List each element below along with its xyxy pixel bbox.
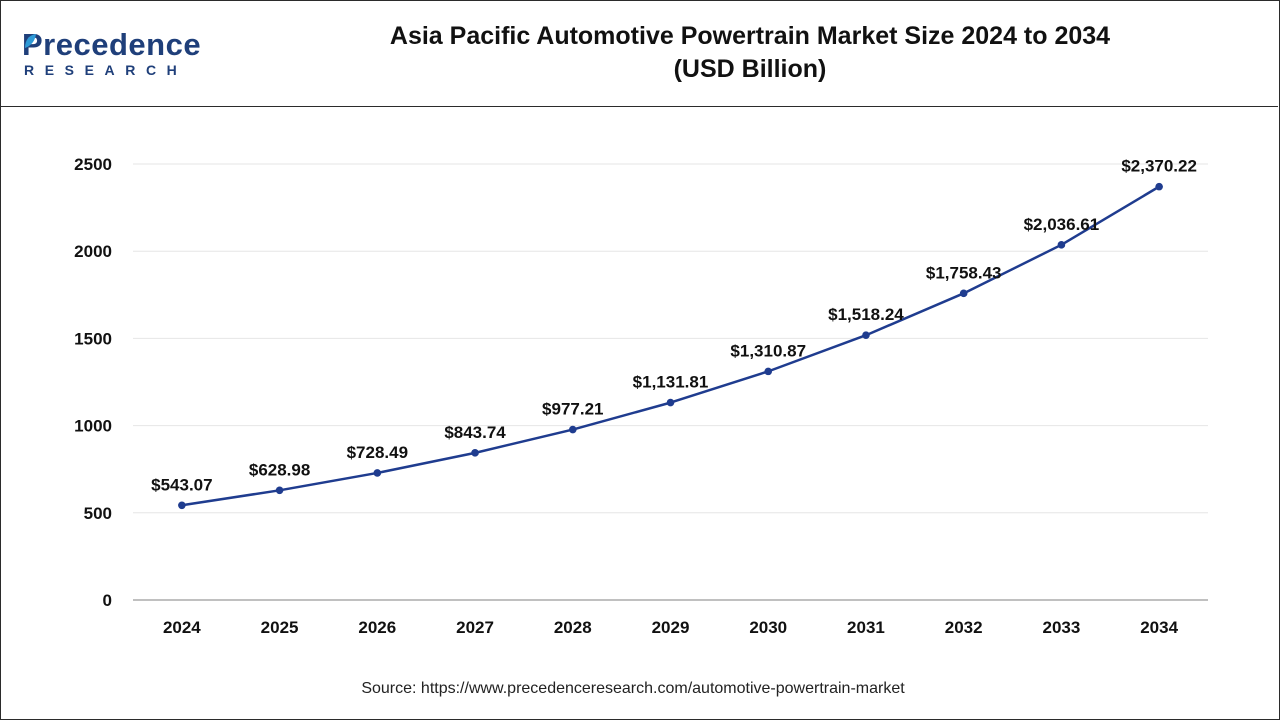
data-label: $977.21 [542,400,603,419]
x-tick-label: 2031 [847,618,885,637]
data-point [862,331,870,340]
data-label: $2,036.61 [1024,215,1100,234]
data-label: $1,758.43 [926,263,1002,282]
x-tick-label: 2025 [261,618,299,637]
x-tick-label: 2033 [1042,618,1080,637]
series-line [181,185,1160,507]
chart-title-line-1: Asia Pacific Automotive Powertrain Marke… [389,22,1111,50]
y-tick-label: 2000 [74,242,112,261]
data-label: $1,310.87 [730,341,806,360]
data-point [275,486,284,495]
data-point [666,398,675,407]
line-chart: 0 500 1000 1500 2000 2500 2024 2025 2026 2027 2028… [74,155,1208,637]
data-point [471,449,479,457]
data-point [959,289,968,298]
data-point [764,367,773,376]
header: Precedence RESEARCH Asia Pacific Automot… [0,0,1278,107]
y-tick-label: 2500 [74,155,112,174]
data-label: $628.98 [249,460,310,479]
y-tick-label: 500 [84,504,112,523]
data-label: $543.07 [151,475,212,494]
data-point [1155,182,1163,191]
source-note: Source: https://www.precedenceresearch.c… [361,680,905,697]
x-tick-label: 2032 [945,618,983,637]
brand-subtitle: RESEARCH [24,62,188,78]
x-tick-label: 2024 [163,618,201,637]
y-tick-label: 1000 [74,417,112,436]
brand-logo: Precedence RESEARCH [22,28,212,84]
data-label: $2,370.22 [1121,157,1197,176]
data-label: $843.74 [444,423,506,442]
y-tick-label: 1500 [74,329,112,348]
data-point [1057,241,1066,249]
x-tick-label: 2028 [554,618,592,637]
y-tick-label: 0 [103,591,112,610]
leaf-icon [25,34,36,48]
x-tick-label: 2027 [456,618,494,637]
chart-title: Asia Pacific Automotive Powertrain Marke… [250,20,1250,86]
data-point [178,501,186,510]
x-tick-label: 2034 [1140,618,1178,637]
x-tick-label: 2029 [652,618,690,637]
data-label: $728.49 [347,443,408,462]
data-label: $1,131.81 [633,373,709,392]
data-point [373,469,382,477]
data-label: $1,518.24 [828,305,904,324]
x-tick-label: 2026 [358,618,396,637]
chart-title-line-2: (USD Billion) [673,55,827,83]
brand-name: Precedence [22,27,202,62]
x-tick-label: 2030 [749,618,787,637]
data-point [568,425,577,434]
